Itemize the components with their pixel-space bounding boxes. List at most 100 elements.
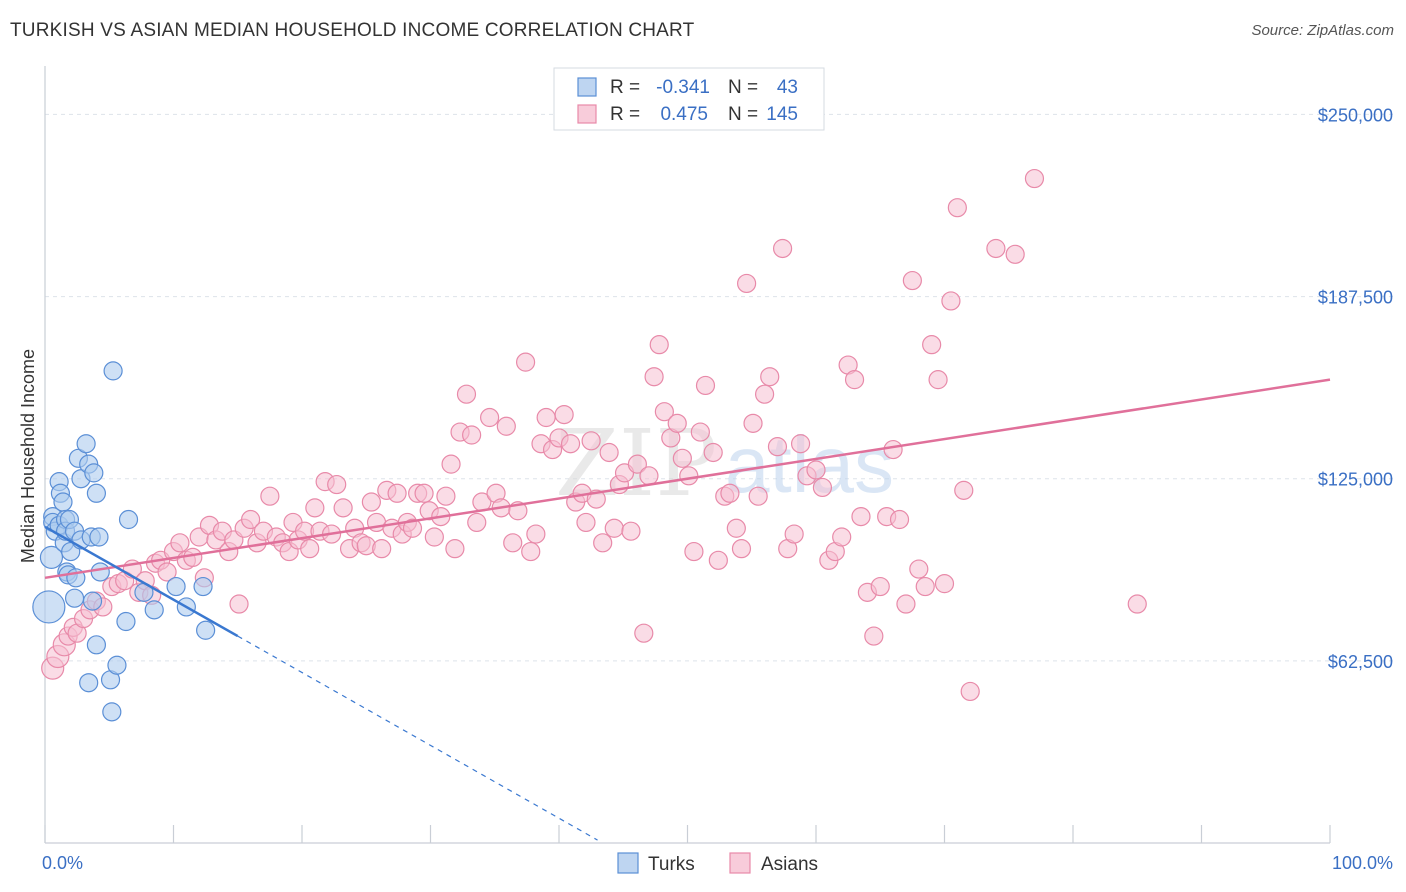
asians-point [515,352,536,372]
asians-point [581,431,601,451]
asians-point [424,527,444,547]
y-tick-label-3: $250,000 [1318,105,1393,125]
turks-point [86,635,107,655]
gridlines [45,113,1395,662]
turks-trend-extension [237,635,598,841]
asians-trend-line [44,378,1331,580]
x-tick-labels: 0.0% 100.0% [42,853,1393,873]
bottom-legend-swatch-turks [617,852,639,874]
turks-point [82,591,103,611]
x-tick-label-0: 0.0% [42,853,83,873]
asians-point [445,539,465,559]
asians-point [864,626,884,646]
asians-point [960,681,980,702]
asians-point [731,539,752,559]
asians-point [832,527,852,547]
asians-point [954,480,974,500]
asians-point [593,533,613,553]
asians-point [387,483,407,503]
asians-point [889,509,910,530]
asians-point [844,370,865,390]
asians-point [1024,168,1045,189]
bottom-legend-swatch-asians [729,852,751,874]
asians-point [902,270,922,291]
bottom-legend-label-turks: Turks [648,854,695,875]
x-tick-label-1: 100.0% [1332,853,1393,873]
asians-point [784,524,804,544]
asians-point [720,483,740,503]
turks-point [144,600,164,620]
asians-point [667,413,687,433]
asians-point [690,422,710,442]
turks-point [193,576,213,597]
legend-r-label-turks: R = [610,77,640,98]
turks-point [102,702,122,722]
asians-point [639,466,659,486]
asians-point [806,460,826,480]
legend-n-value-turks: 43 [777,77,798,98]
asians-point [361,492,381,512]
asians-point [300,539,320,559]
asians-point [260,486,280,506]
asians-point [743,413,763,433]
asians-point [467,512,487,533]
asians-point [604,518,624,538]
turks-point [103,361,123,381]
legend-swatch-turks [577,77,597,97]
legend-n-label-asians: N = [728,104,758,125]
asians-point [436,486,456,506]
asians-point [790,434,811,454]
asians-point [684,541,704,562]
asians-point [634,623,654,643]
chart-title: TURKISH VS ASIAN MEDIAN HOUSEHOLD INCOME… [10,20,695,41]
asians-point [909,559,929,579]
turks-point [79,673,99,693]
asians-point [922,335,942,355]
turks-point [64,588,85,608]
asians-point [851,506,871,527]
asians-point [241,509,261,530]
turks-point [39,545,64,570]
turks-point [32,590,66,624]
y-tick-label-1: $125,000 [1318,470,1393,490]
asians-point [708,550,728,570]
turks-point [76,434,96,454]
turks-point [196,620,216,640]
legend-n-label-turks: N = [728,77,758,98]
turks-point [86,483,107,503]
asians-point [748,486,768,506]
asians-point [649,335,669,355]
asians-point [521,541,541,562]
legend-r-value-asians: 0.475 [660,104,708,125]
y-tick-labels: $62,500 $125,000 $187,500 $250,000 [1318,105,1393,671]
asians-point [1005,244,1025,264]
asians-point [754,384,775,404]
asians-point [726,518,746,538]
y-tick-label-2: $187,500 [1318,288,1393,308]
asians-point [480,407,500,428]
asians-point [456,384,477,404]
asians-point [170,533,190,553]
asians-point [941,291,961,311]
turks-point [166,576,186,597]
asians-point [947,198,967,218]
asians-point [554,405,574,425]
axes [44,66,1331,844]
asians-point [305,498,325,518]
legend-r-label-asians: R = [610,104,640,125]
asians-point [621,521,641,541]
legend-r-value-turks: -0.341 [656,77,710,98]
asians-point [229,594,249,614]
asians-point [526,524,546,544]
turks-point [53,492,73,512]
asians-point [760,367,780,387]
turks-point [90,562,110,582]
asians-point [536,407,556,428]
legend-n-value-asians: 145 [766,104,798,125]
asians-point [812,477,833,498]
asians-point [654,402,674,422]
legend-swatch-asians [577,104,597,124]
asians-point [414,483,434,503]
asians-point [402,518,423,538]
